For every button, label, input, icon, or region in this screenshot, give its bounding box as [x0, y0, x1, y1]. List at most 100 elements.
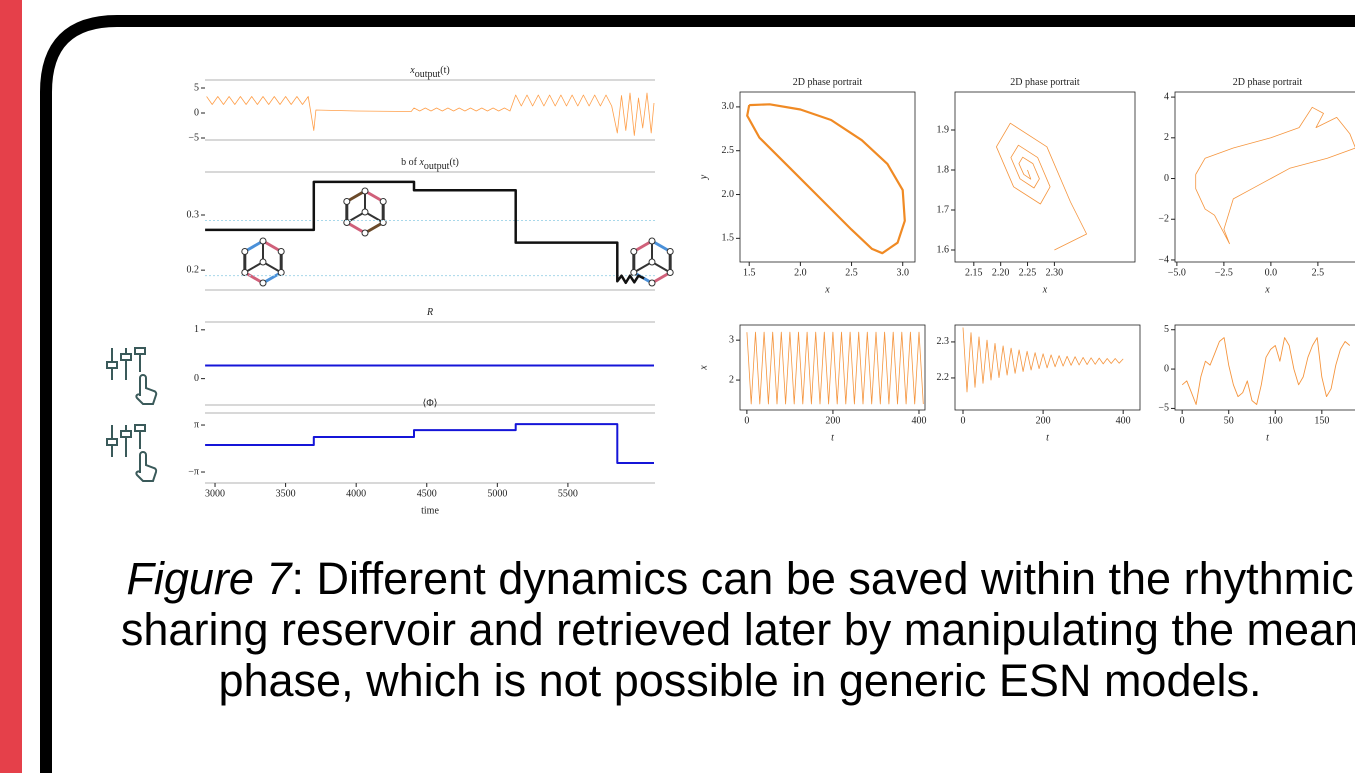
x-tick-label: 100	[1268, 415, 1283, 426]
slider-icon	[107, 425, 156, 481]
x-tick-label: −2.5	[1215, 267, 1233, 278]
x-axis-label: x	[824, 284, 830, 295]
title-text: ⟨Φ⟩	[422, 398, 437, 409]
x-tick-label: 0	[1180, 415, 1185, 426]
icon-node	[362, 188, 368, 194]
x-tick-label: 5500	[558, 488, 578, 499]
icon-node	[278, 270, 284, 276]
icon-node	[649, 259, 655, 265]
y-tick-label: 2.3	[937, 336, 950, 347]
icon-node	[242, 249, 248, 255]
x-tick-label: 1.5	[743, 267, 756, 278]
y-tick-label: 4	[1164, 91, 1169, 102]
icon-node	[380, 199, 386, 205]
y-tick-label: −2	[1158, 214, 1169, 225]
y-tick-label: 2.0	[722, 189, 735, 200]
axes-frame	[1175, 325, 1355, 410]
y-tick-label: −5	[1158, 403, 1169, 414]
panel-title: b of xoutput(t)	[401, 157, 459, 172]
y-tick-label: 0	[194, 373, 199, 384]
x-axis-label: t	[1266, 432, 1269, 443]
y-tick-label: −5	[188, 132, 199, 143]
caption-text: : Different dynamics can be saved within…	[121, 553, 1355, 706]
x-axis-label: x	[1042, 284, 1048, 295]
y-tick-label: 1.6	[937, 244, 950, 255]
panel-title: 2D phase portrait	[1010, 77, 1080, 88]
y-tick-label: 1.7	[937, 204, 950, 215]
x-tick-label: 2.5	[845, 267, 858, 278]
series-line	[747, 104, 905, 253]
series-line	[205, 424, 654, 463]
x-tick-label: 0	[744, 415, 749, 426]
x-tick-label: 400	[1116, 415, 1131, 426]
panel-title: 2D phase portrait	[1233, 77, 1303, 88]
x-tick-label: 2.20	[992, 267, 1010, 278]
x-tick-label: 200	[825, 415, 840, 426]
y-tick-label: 2	[729, 374, 734, 385]
x-tick-label: 200	[1036, 415, 1051, 426]
panel-title: 2D phase portrait	[793, 77, 863, 88]
y-tick-label: 2	[1164, 132, 1169, 143]
y-tick-label: 0.2	[187, 264, 200, 275]
x-tick-label: 50	[1224, 415, 1234, 426]
icon-node	[362, 209, 368, 215]
x-tick-label: 3.0	[896, 267, 909, 278]
y-tick-label: −π	[188, 466, 199, 477]
panel-title: xoutput(t)	[409, 65, 449, 80]
icon-node	[278, 249, 284, 255]
y-tick-label: 1.5	[722, 233, 735, 244]
axes-frame	[1175, 92, 1355, 262]
icon-node	[631, 270, 637, 276]
title-sub: output	[415, 69, 441, 80]
icon-node	[649, 238, 655, 244]
x-tick-label: 4000	[346, 488, 366, 499]
icon-node	[242, 270, 248, 276]
title-text: 2D phase portrait	[1233, 77, 1303, 88]
axes-frame	[740, 92, 915, 262]
series-line	[1182, 338, 1350, 405]
side-stripe	[0, 0, 22, 773]
x-tick-label: 3000	[205, 488, 225, 499]
panel-title: R	[426, 307, 433, 318]
figure-label: Figure 7	[126, 553, 291, 604]
x-axis-label: x	[1264, 284, 1270, 295]
y-tick-label: 3	[729, 334, 734, 345]
x-tick-label: 0	[961, 415, 966, 426]
x-tick-label: 5000	[487, 488, 507, 499]
y-tick-label: 0	[1164, 173, 1169, 184]
x-tick-label: 3500	[276, 488, 296, 499]
series-line	[963, 328, 1123, 393]
y-axis-label: x	[698, 365, 709, 371]
caption: Figure 7: Different dynamics can be save…	[80, 553, 1355, 706]
series-line	[996, 123, 1086, 250]
x-tick-label: 4500	[417, 488, 437, 499]
icon-node	[667, 270, 673, 276]
y-tick-label: 5	[194, 82, 199, 93]
icon-node	[344, 199, 350, 205]
x-axis-label: time	[421, 505, 439, 516]
y-tick-label: 1	[194, 324, 199, 335]
slide: 50−5xoutput(t)0.30.2b of xoutput(t)10Rπ−…	[0, 0, 1355, 773]
icon-node	[260, 238, 266, 244]
series-line	[747, 332, 923, 404]
x-tick-label: 2.0	[794, 267, 807, 278]
title-text: 2D phase portrait	[1010, 77, 1080, 88]
slider-icon	[107, 348, 156, 404]
x-tick-label: 150	[1314, 415, 1329, 426]
x-axis-label: t	[831, 432, 834, 443]
series-line	[207, 93, 654, 136]
y-tick-label: 3.0	[722, 101, 735, 112]
y-tick-label: 2.5	[722, 145, 735, 156]
y-tick-label: 2.2	[937, 372, 950, 383]
y-tick-label: 0	[194, 107, 199, 118]
icon-node	[631, 249, 637, 255]
title-var: R	[426, 307, 433, 318]
y-tick-label: −4	[1158, 254, 1169, 265]
series-line	[1196, 107, 1355, 243]
y-tick-label: 5	[1164, 324, 1169, 335]
x-tick-label: 2.5	[1312, 267, 1325, 278]
y-tick-label: π	[194, 419, 199, 430]
icon-node	[260, 280, 266, 286]
title-text: b of	[401, 157, 419, 168]
title-sub: output	[424, 161, 450, 172]
